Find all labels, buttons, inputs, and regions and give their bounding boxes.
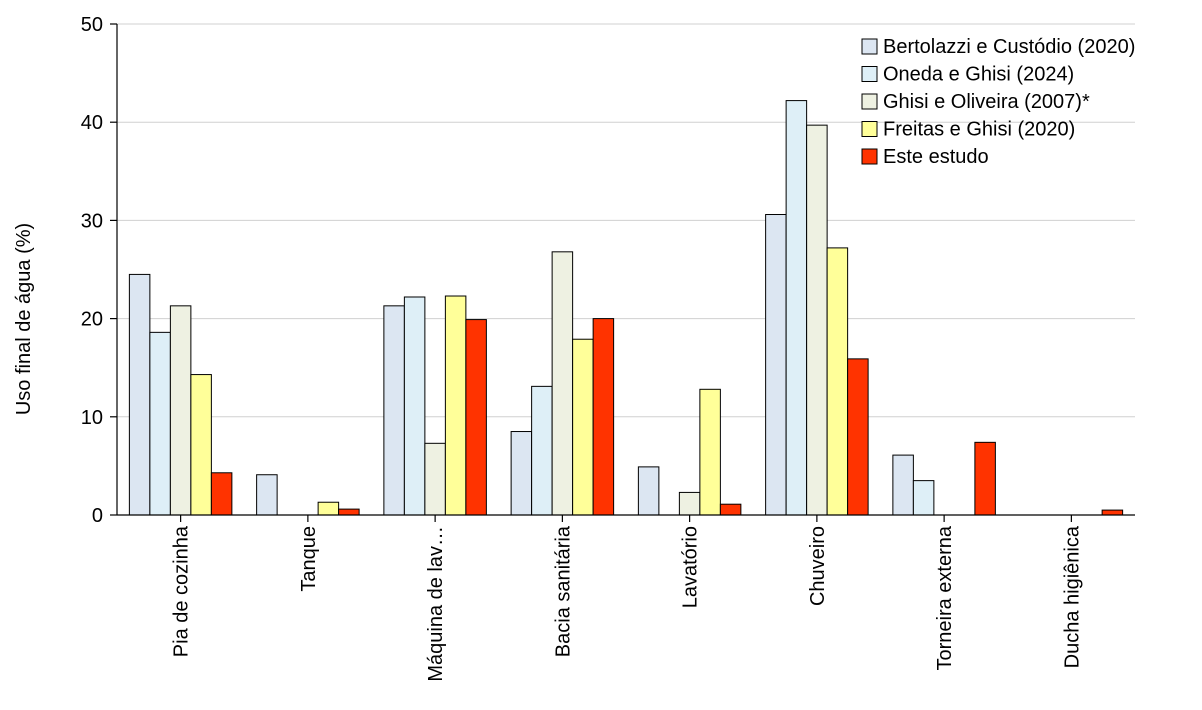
category-labels: Pia de cozinha Tanque Máquina de lav… Bacia… <box>171 525 1084 682</box>
axes <box>110 23 1135 522</box>
bar <box>531 385 553 516</box>
legend-swatch <box>861 121 878 137</box>
y-tick-labels: 0 10 20 30 40 50 <box>81 14 103 527</box>
bar <box>149 331 171 516</box>
bar <box>699 388 721 516</box>
bar <box>510 431 533 516</box>
legend-label: Freitas e Ghisi (2020) <box>883 119 1075 141</box>
bar <box>765 214 787 516</box>
bar <box>847 358 869 516</box>
y-tick-label: 40 <box>81 112 103 134</box>
bar <box>317 501 340 516</box>
category-label: Torneira externa <box>934 525 956 670</box>
bar <box>912 480 935 516</box>
bar <box>403 296 426 516</box>
bar <box>826 247 849 516</box>
category-label: Lavatório <box>680 526 702 608</box>
bar <box>785 100 808 516</box>
bar <box>806 124 828 516</box>
gridlines <box>117 23 1135 418</box>
bar <box>190 374 212 516</box>
legend-label: Oneda e Ghisi (2024) <box>883 64 1074 86</box>
bar <box>678 491 701 516</box>
y-tick-label: 20 <box>81 309 103 331</box>
category-label: Bacia sanitária <box>552 525 574 657</box>
bar <box>465 319 487 516</box>
bar <box>572 338 594 516</box>
y-tick-label: 30 <box>81 210 103 232</box>
bar <box>424 442 446 516</box>
legend-label: Este estudo <box>883 146 989 168</box>
bar <box>128 273 151 516</box>
y-tick-label: 10 <box>81 407 103 429</box>
category-label: Tanque <box>298 526 320 592</box>
bar <box>719 503 742 516</box>
bar <box>892 454 914 516</box>
category-label: Máquina de lav… <box>425 526 447 682</box>
bar <box>383 305 405 516</box>
legend-label: Ghisi e Oliveira (2007)* <box>883 91 1090 113</box>
bars <box>128 100 1124 516</box>
bar <box>551 251 574 516</box>
legend-swatch <box>861 148 878 165</box>
legend-label: Bertolazzi e Custódio (2020) <box>883 36 1135 58</box>
category-label: Ducha higiênica <box>1061 525 1083 668</box>
category-label: Pia de cozinha <box>171 525 193 657</box>
legend-swatch <box>861 93 878 110</box>
bar <box>1101 509 1124 516</box>
bar <box>637 466 660 516</box>
legend-swatch <box>861 38 878 55</box>
bar <box>210 472 233 516</box>
legend-swatch <box>861 66 878 82</box>
category-label: Chuveiro <box>807 526 829 606</box>
y-axis-title: Uso final de água (%) <box>13 223 35 415</box>
legend: Bertolazzi e Custódio (2020) Oneda e Ghis… <box>861 36 1135 168</box>
bar <box>974 441 996 516</box>
bar <box>256 474 278 516</box>
bar <box>169 305 192 516</box>
bar <box>592 318 615 516</box>
y-tick-label: 0 <box>92 505 103 527</box>
y-tick-label: 50 <box>81 14 103 36</box>
bar <box>444 295 467 516</box>
bar <box>338 508 360 516</box>
